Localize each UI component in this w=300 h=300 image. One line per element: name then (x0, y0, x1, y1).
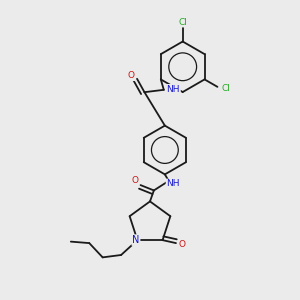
Text: O: O (128, 71, 135, 80)
Text: NH: NH (167, 85, 180, 94)
Text: NH: NH (167, 179, 180, 188)
Text: Cl: Cl (221, 84, 230, 93)
Text: O: O (132, 176, 139, 185)
Text: Cl: Cl (178, 18, 187, 27)
Text: O: O (178, 240, 185, 249)
Text: N: N (132, 235, 140, 245)
